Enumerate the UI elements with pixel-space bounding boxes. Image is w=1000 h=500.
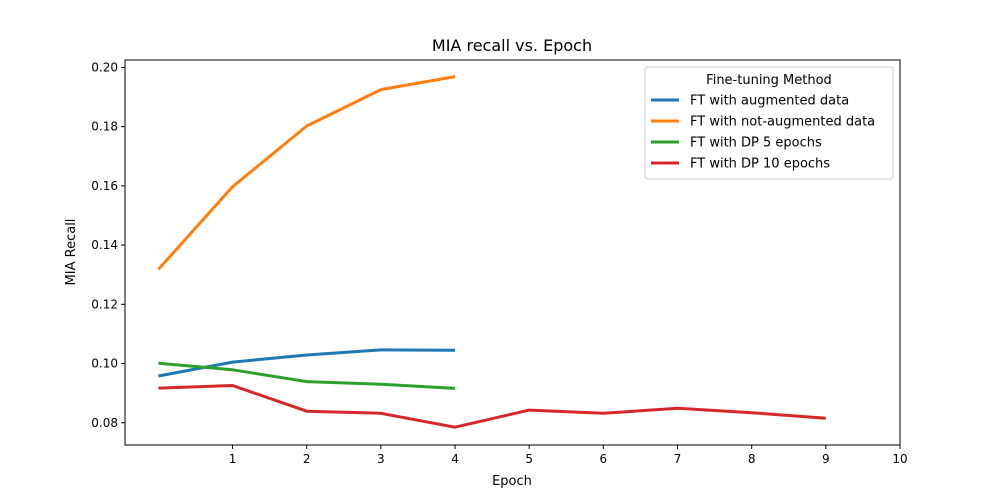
x-tick-label: 9 xyxy=(822,452,830,466)
legend: Fine-tuning Method FT with augmented data… xyxy=(644,66,894,180)
x-tick-label: 5 xyxy=(525,452,533,466)
x-tick-label: 8 xyxy=(748,452,756,466)
y-axis-label: MIA Recall xyxy=(64,219,79,286)
y-tick-label: 0.14 xyxy=(91,238,118,252)
legend-entry-label: FT with augmented data xyxy=(690,94,849,109)
x-axis-label: Epoch xyxy=(492,474,532,489)
axes-frame xyxy=(124,59,901,446)
x-tick-label: 3 xyxy=(377,452,385,466)
legend-entry-label: FT with DP 5 epochs xyxy=(690,136,822,151)
y-tick-label: 0.08 xyxy=(91,416,118,430)
x-tick-label: 1 xyxy=(229,452,237,466)
legend-box xyxy=(644,66,894,180)
chart-title: MIA recall vs. Epoch xyxy=(432,36,592,55)
series-line-3 xyxy=(158,384,826,429)
x-axis: 1 2 3 4 5 6 7 8 9 10 xyxy=(229,445,908,466)
y-tick-label: 0.20 xyxy=(91,60,118,74)
y-tick-label: 0.18 xyxy=(91,120,118,134)
plot-area xyxy=(157,75,826,429)
y-tick-label: 0.16 xyxy=(91,179,118,193)
series-line-1 xyxy=(157,75,456,271)
x-tick-label: 4 xyxy=(451,452,459,466)
y-tick-label: 0.12 xyxy=(91,297,118,311)
legend-title: Fine-tuning Method xyxy=(706,73,832,88)
legend-entry-label: FT with DP 10 epochs xyxy=(690,157,830,172)
x-tick-label: 7 xyxy=(674,452,682,466)
legend-entry-label: FT with not-augmented data xyxy=(690,115,875,130)
series-line-0 xyxy=(158,348,456,378)
y-axis: 0.08 0.10 0.12 0.14 0.16 0.18 0.20 xyxy=(91,60,125,430)
x-tick-label: 6 xyxy=(600,452,608,466)
x-tick-label: 10 xyxy=(892,452,907,466)
series-line-2 xyxy=(158,361,456,390)
y-tick-label: 0.10 xyxy=(91,357,118,371)
x-tick-label: 2 xyxy=(303,452,311,466)
